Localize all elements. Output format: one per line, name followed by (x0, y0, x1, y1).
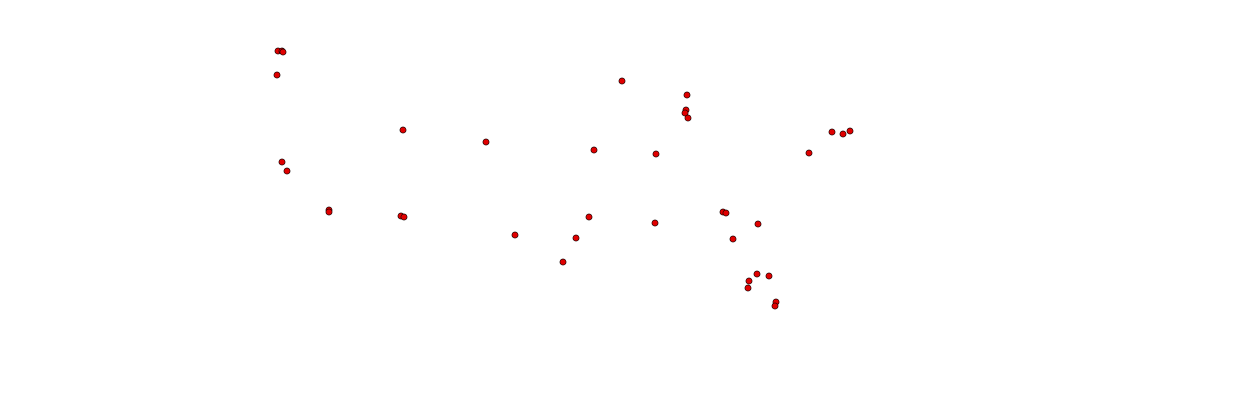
map-marker[interactable] (846, 127, 854, 135)
map-marker[interactable] (283, 167, 291, 175)
map-marker[interactable] (651, 219, 659, 227)
map-marker[interactable] (683, 91, 691, 99)
map-marker[interactable] (572, 234, 580, 242)
map-marker[interactable] (681, 109, 689, 117)
map-marker[interactable] (511, 231, 519, 239)
map-marker[interactable] (652, 150, 660, 158)
map-marker[interactable] (618, 77, 626, 85)
map-marker[interactable] (482, 138, 490, 146)
map-marker[interactable] (744, 284, 752, 292)
map-marker[interactable] (559, 258, 567, 266)
map-marker[interactable] (325, 208, 333, 216)
map-marker[interactable] (745, 277, 753, 285)
map-marker[interactable] (754, 220, 762, 228)
map-marker[interactable] (729, 235, 737, 243)
map-marker[interactable] (400, 213, 408, 221)
map-marker[interactable] (839, 130, 847, 138)
map-marker[interactable] (805, 149, 813, 157)
map-marker[interactable] (279, 48, 287, 56)
map-marker[interactable] (765, 272, 773, 280)
map-marker[interactable] (753, 270, 761, 278)
map-marker[interactable] (722, 209, 730, 217)
map-marker[interactable] (399, 126, 407, 134)
map-marker[interactable] (590, 146, 598, 154)
map-marker[interactable] (278, 158, 286, 166)
map-marker[interactable] (828, 128, 836, 136)
map-marker[interactable] (585, 213, 593, 221)
map-marker[interactable] (771, 302, 779, 310)
location-markers (273, 47, 854, 310)
map-marker[interactable] (273, 71, 281, 79)
map-marker[interactable] (684, 114, 692, 122)
